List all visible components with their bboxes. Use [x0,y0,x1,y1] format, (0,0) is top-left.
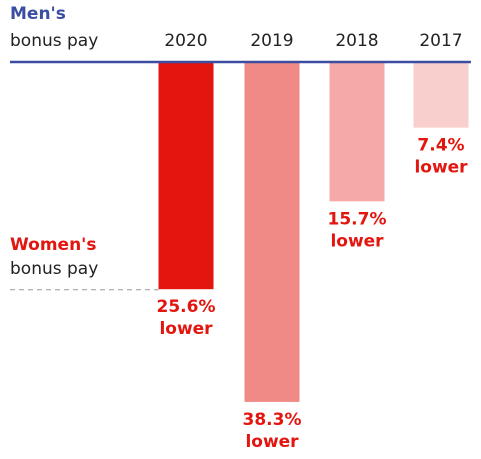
men-subtitle: bonus pay [10,31,98,51]
bar [244,62,300,402]
x-tick-label: 2019 [250,31,293,51]
women-subtitle: bonus pay [10,259,98,279]
value-label: 38.3% [243,410,302,430]
value-label: 15.7% [328,209,387,229]
value-note: lower [330,231,384,251]
value-label: 25.6% [157,297,216,317]
bar [413,62,469,128]
value-note: lower [414,158,468,178]
x-tick-label: 2018 [335,31,378,51]
women-title: Women's [10,235,97,255]
men-title: Men's [10,4,66,24]
bar [329,62,385,202]
bar [158,62,214,290]
x-tick-label: 2017 [419,31,462,51]
value-note: lower [245,432,299,452]
value-note: lower [159,319,213,339]
value-label: 7.4% [417,136,464,156]
x-tick-label: 2020 [164,31,207,51]
